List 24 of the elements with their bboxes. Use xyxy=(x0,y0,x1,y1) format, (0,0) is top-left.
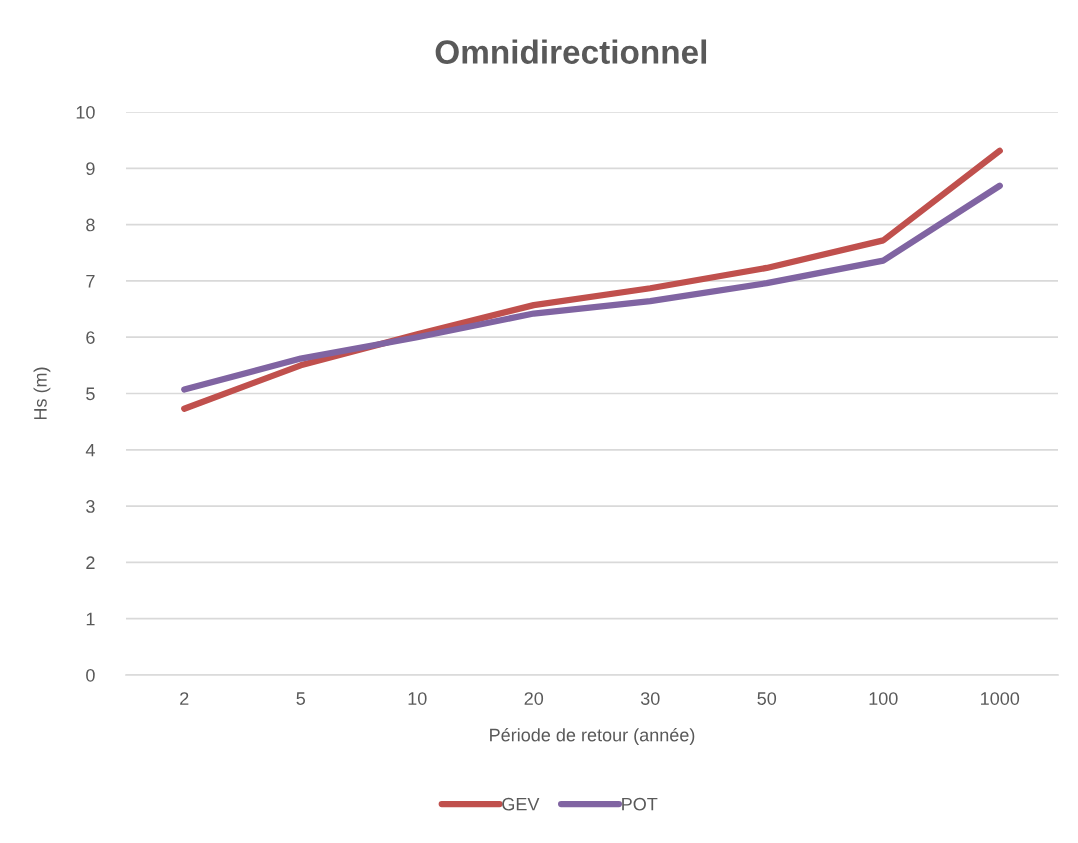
y-tick-label: 10 xyxy=(76,105,95,119)
y-axis-title: Hs (m) xyxy=(33,367,51,420)
chart-title: Omnidirectionnel xyxy=(435,39,707,64)
legend-label: POT xyxy=(622,797,658,811)
x-tick-label: 1000 xyxy=(981,692,1020,705)
y-tick-label: 7 xyxy=(86,275,95,288)
y-tick-label: 0 xyxy=(86,668,95,682)
y-tick-label: 3 xyxy=(86,500,95,513)
x-tick-label: 50 xyxy=(757,692,777,705)
x-tick-label: 100 xyxy=(869,692,898,705)
x-tick-label: 5 xyxy=(296,692,306,705)
y-tick-label: 1 xyxy=(86,612,95,626)
x-tick-label: 2 xyxy=(180,692,189,705)
y-tick-label: 6 xyxy=(86,331,95,344)
y-tick-label: 4 xyxy=(85,443,95,457)
y-tick-label: 2 xyxy=(86,556,95,569)
x-tick-label: 10 xyxy=(408,692,427,705)
legend-label: GEV xyxy=(502,797,540,811)
x-axis-title: Période de retour (année) xyxy=(490,727,695,745)
y-tick-label: 9 xyxy=(86,162,95,176)
x-tick-label: 20 xyxy=(524,692,544,705)
x-tick-label: 30 xyxy=(640,692,660,705)
y-tick-label: 5 xyxy=(86,387,95,401)
y-tick-label: 8 xyxy=(86,218,95,232)
